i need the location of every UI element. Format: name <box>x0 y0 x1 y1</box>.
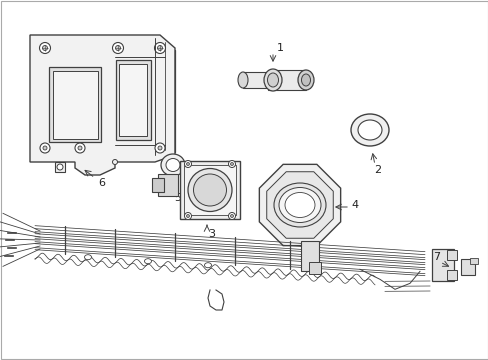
Ellipse shape <box>42 45 47 50</box>
Text: 2: 2 <box>374 165 381 175</box>
Bar <box>180 161 240 219</box>
Ellipse shape <box>165 158 180 171</box>
Ellipse shape <box>228 161 235 167</box>
Bar <box>301 241 318 271</box>
Ellipse shape <box>187 168 231 211</box>
Ellipse shape <box>154 42 165 54</box>
Bar <box>52 71 97 139</box>
Polygon shape <box>266 172 333 238</box>
Ellipse shape <box>186 162 189 166</box>
Ellipse shape <box>230 162 233 166</box>
Ellipse shape <box>238 72 247 88</box>
Ellipse shape <box>40 42 50 54</box>
Ellipse shape <box>230 215 233 217</box>
Ellipse shape <box>357 120 381 140</box>
Polygon shape <box>55 162 65 172</box>
Ellipse shape <box>144 259 151 264</box>
Bar <box>183 165 236 215</box>
Polygon shape <box>243 72 267 88</box>
Ellipse shape <box>75 143 85 153</box>
Ellipse shape <box>112 159 117 165</box>
Bar <box>460 258 474 275</box>
Ellipse shape <box>57 164 63 170</box>
Polygon shape <box>259 165 340 246</box>
Bar <box>115 60 150 140</box>
Bar <box>119 64 147 136</box>
Ellipse shape <box>301 74 310 86</box>
Ellipse shape <box>350 114 388 146</box>
Bar <box>469 258 477 264</box>
Ellipse shape <box>112 42 123 54</box>
Ellipse shape <box>285 193 314 217</box>
Polygon shape <box>267 70 305 90</box>
Ellipse shape <box>43 146 47 150</box>
Ellipse shape <box>204 263 211 268</box>
Bar <box>446 251 456 261</box>
Ellipse shape <box>115 45 120 50</box>
Ellipse shape <box>273 183 325 227</box>
Bar <box>158 174 178 196</box>
Ellipse shape <box>155 143 164 153</box>
Ellipse shape <box>267 73 278 87</box>
Ellipse shape <box>279 188 320 222</box>
Ellipse shape <box>158 146 162 150</box>
Bar <box>431 249 453 281</box>
Ellipse shape <box>184 212 191 220</box>
Text: 5: 5 <box>174 193 181 203</box>
Text: 4: 4 <box>351 200 358 210</box>
Ellipse shape <box>228 212 235 220</box>
Text: 6: 6 <box>98 178 105 188</box>
Ellipse shape <box>264 69 282 91</box>
Ellipse shape <box>184 161 191 167</box>
Text: 3: 3 <box>208 229 215 239</box>
Bar <box>446 270 456 280</box>
Ellipse shape <box>40 143 50 153</box>
Polygon shape <box>30 35 175 175</box>
Ellipse shape <box>161 154 184 176</box>
Bar <box>49 68 101 143</box>
Bar <box>308 262 320 274</box>
Ellipse shape <box>193 174 226 206</box>
Ellipse shape <box>84 255 91 260</box>
Ellipse shape <box>78 146 82 150</box>
Text: 1: 1 <box>276 43 283 53</box>
Bar <box>152 178 163 192</box>
Ellipse shape <box>186 215 189 217</box>
Ellipse shape <box>157 45 162 50</box>
Text: 7: 7 <box>432 252 440 262</box>
Ellipse shape <box>297 70 313 90</box>
